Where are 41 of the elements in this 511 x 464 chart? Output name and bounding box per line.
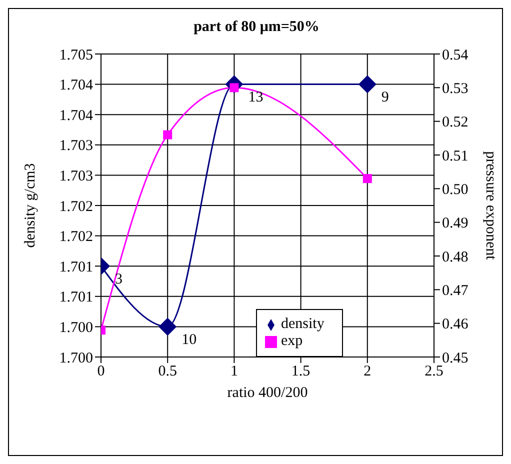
y2-tick-label: 0.50 xyxy=(442,182,468,198)
y2-tick-label: 0.51 xyxy=(442,148,468,164)
annotation: 9 xyxy=(381,90,389,106)
y-tick-label: 1.702 xyxy=(59,198,93,215)
y2-tick-label: 0.54 xyxy=(442,47,469,64)
x-tick-label: 0.5 xyxy=(158,364,177,380)
annotation: 3 xyxy=(115,271,122,288)
y2-tick-label: 0.46 xyxy=(442,316,469,333)
x-tick-label: 0 xyxy=(97,364,105,380)
annotation: 13 xyxy=(248,90,264,106)
point xyxy=(158,318,177,336)
y-tick-label: 1.703 xyxy=(59,168,93,185)
legend-label: exp xyxy=(281,333,303,349)
y-tick-label: 1.703 xyxy=(59,138,93,154)
x-tick-label: 1.5 xyxy=(291,364,310,380)
point xyxy=(358,75,376,94)
y2-tick-label: 0.52 xyxy=(442,114,468,131)
x-axis-title: ratio 400/200 xyxy=(227,385,308,401)
y-axis-title: density g/cm3 xyxy=(22,163,38,248)
y2-tick-label: 0.45 xyxy=(442,350,468,366)
annotation: 10 xyxy=(182,332,197,348)
y-tick-label: 1.700 xyxy=(59,350,93,366)
y-tick-label: 1.702 xyxy=(59,229,93,246)
point xyxy=(163,130,172,140)
y2-tick-label: 0.49 xyxy=(442,216,468,232)
y-tick-label: 1.704 xyxy=(59,78,94,94)
y2-tick-label: 0.47 xyxy=(442,282,469,299)
y2-tick-label: 0.48 xyxy=(442,249,468,266)
x-tick-label: 2 xyxy=(364,364,372,380)
y-tick-label: 1.701 xyxy=(59,290,93,306)
x-tick-label: 1 xyxy=(230,364,238,380)
legend-label: density xyxy=(281,316,324,332)
y-tick-label: 1.704 xyxy=(59,108,94,124)
point xyxy=(362,174,372,184)
chart-title: part of 80 μm=50% xyxy=(192,19,320,36)
y-tick-label: 1.700 xyxy=(59,320,93,336)
y-tick-label: 1.705 xyxy=(59,47,93,64)
y2-tick-label: 0.53 xyxy=(442,80,468,97)
y-tick-label: 1.701 xyxy=(59,259,93,276)
y2-axis-title: pressure exponent xyxy=(482,151,499,261)
x-tick-label: 2.5 xyxy=(424,364,444,380)
